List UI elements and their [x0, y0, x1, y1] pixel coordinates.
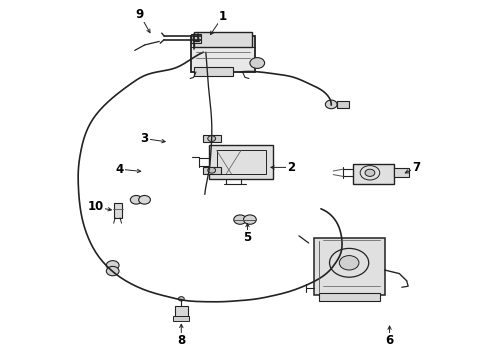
Bar [194, 32, 252, 47]
Bar [114, 203, 122, 218]
Bar [318, 293, 380, 301]
Bar [194, 67, 233, 76]
Bar [203, 135, 220, 142]
Bar [337, 101, 349, 108]
Circle shape [106, 261, 119, 270]
Text: 7: 7 [413, 161, 420, 174]
Text: 6: 6 [386, 334, 393, 347]
Text: 5: 5 [244, 231, 251, 244]
Bar [191, 34, 201, 43]
Circle shape [178, 297, 184, 301]
Bar [191, 36, 255, 72]
Text: 1: 1 [219, 10, 227, 23]
Bar [314, 238, 385, 295]
Circle shape [250, 58, 265, 68]
Text: 2: 2 [288, 161, 295, 174]
Bar [175, 306, 188, 317]
Circle shape [365, 169, 375, 176]
Text: 10: 10 [87, 201, 104, 213]
Bar [173, 316, 189, 321]
Text: 4: 4 [116, 163, 124, 176]
Circle shape [325, 100, 337, 109]
Text: 3: 3 [141, 132, 148, 145]
Bar [353, 164, 394, 184]
Circle shape [339, 256, 359, 270]
Circle shape [208, 167, 216, 173]
Circle shape [139, 195, 150, 204]
Text: 9: 9 [136, 8, 144, 21]
Circle shape [244, 215, 256, 224]
Text: 8: 8 [177, 334, 185, 347]
Circle shape [193, 36, 199, 41]
Circle shape [106, 266, 119, 276]
Bar [203, 167, 220, 174]
Circle shape [130, 195, 142, 204]
Bar [217, 150, 266, 174]
Circle shape [208, 136, 216, 141]
Circle shape [234, 215, 246, 224]
Bar [209, 145, 273, 179]
Bar [394, 168, 409, 177]
